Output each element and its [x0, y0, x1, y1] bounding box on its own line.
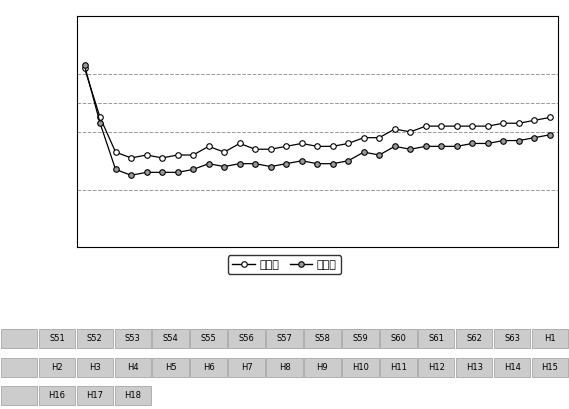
Text: S52: S52 — [87, 334, 103, 343]
Text: H11: H11 — [390, 362, 407, 372]
Bar — [304, 357, 341, 377]
Text: S59: S59 — [352, 334, 368, 343]
Text: H1: H1 — [544, 334, 556, 343]
Text: H2: H2 — [51, 362, 63, 372]
Bar — [418, 329, 455, 348]
Bar — [1, 329, 37, 348]
Bar — [266, 329, 303, 348]
Bar — [342, 329, 378, 348]
Text: H18: H18 — [124, 391, 141, 400]
Bar — [532, 329, 568, 348]
Bar — [114, 357, 151, 377]
Text: S51: S51 — [49, 334, 65, 343]
Text: H16: H16 — [48, 391, 65, 400]
Text: H15: H15 — [542, 362, 558, 372]
Bar — [228, 357, 265, 377]
Text: S58: S58 — [315, 334, 331, 343]
Text: H12: H12 — [428, 362, 444, 372]
Text: S54: S54 — [163, 334, 179, 343]
Bar — [152, 329, 189, 348]
Text: S56: S56 — [238, 334, 254, 343]
Bar — [494, 329, 530, 348]
Text: H8: H8 — [279, 362, 290, 372]
Bar — [228, 329, 265, 348]
Text: H5: H5 — [165, 362, 176, 372]
Bar — [114, 329, 151, 348]
Text: H9: H9 — [316, 362, 328, 372]
Bar — [342, 357, 378, 377]
Text: S63: S63 — [504, 334, 520, 343]
Bar — [77, 329, 113, 348]
Bar — [1, 386, 37, 405]
Bar — [456, 329, 492, 348]
Legend: 一般局, 自排局: 一般局, 自排局 — [228, 255, 341, 274]
Bar — [380, 357, 417, 377]
Bar — [191, 357, 227, 377]
Bar — [114, 386, 151, 405]
Bar — [266, 357, 303, 377]
Bar — [39, 357, 75, 377]
Text: S60: S60 — [390, 334, 406, 343]
Text: H4: H4 — [127, 362, 139, 372]
Text: S62: S62 — [466, 334, 482, 343]
Text: S57: S57 — [277, 334, 292, 343]
Text: H17: H17 — [86, 391, 104, 400]
Text: H3: H3 — [89, 362, 101, 372]
Bar — [77, 357, 113, 377]
Bar — [304, 329, 341, 348]
Bar — [1, 357, 37, 377]
Bar — [191, 329, 227, 348]
Bar — [456, 357, 492, 377]
Bar — [39, 386, 75, 405]
Text: H14: H14 — [504, 362, 521, 372]
Text: S55: S55 — [201, 334, 217, 343]
Bar — [532, 357, 568, 377]
Text: S61: S61 — [428, 334, 444, 343]
Text: H6: H6 — [203, 362, 215, 372]
Text: H13: H13 — [465, 362, 483, 372]
Bar — [152, 357, 189, 377]
Text: H7: H7 — [241, 362, 253, 372]
Bar — [77, 386, 113, 405]
Bar — [418, 357, 455, 377]
Bar — [494, 357, 530, 377]
Bar — [39, 329, 75, 348]
Text: H10: H10 — [352, 362, 369, 372]
Bar — [380, 329, 417, 348]
Text: S53: S53 — [125, 334, 141, 343]
